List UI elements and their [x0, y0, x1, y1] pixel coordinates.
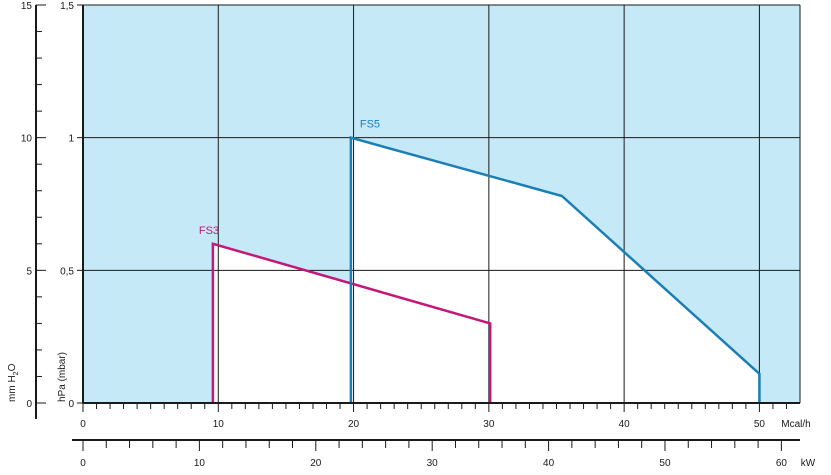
tick-labels: 0 5 10 15 0 0,5 1 1,5 0 10 20 30 40 50 0 10 20 30 40 50 60 [21, 1, 788, 469]
x-axis-title-mcal: Mcal/h [781, 419, 810, 430]
x-axis-title-kw: kW [801, 458, 816, 469]
y-axis-title-mmh2o: mm H2O [7, 363, 20, 402]
kw-tick-label-40: 40 [543, 458, 555, 469]
mcal-tick-label-20: 20 [348, 419, 360, 430]
axes [35, 4, 801, 451]
mcal-tick-label-40: 40 [619, 419, 631, 430]
axis-titles: Mcal/h kW hPa (mbar) mm H2O [7, 352, 816, 469]
series-lines [211, 136, 761, 403]
series-labels: FS3 FS5 [199, 119, 380, 237]
series-label-fs5: FS5 [360, 119, 380, 131]
mmh2o-tick-label-0: 0 [26, 399, 32, 410]
mcal-tick-label-30: 30 [483, 419, 495, 430]
kw-tick-label-0: 0 [80, 458, 86, 469]
hpa-tick-label-0.5: 0,5 [60, 266, 74, 277]
kw-tick-label-30: 30 [427, 458, 439, 469]
hpa-tick-label-1.5: 1,5 [60, 1, 74, 12]
kw-tick-label-60: 60 [776, 458, 788, 469]
mmh2o-tick-label-10: 10 [21, 134, 33, 145]
hpa-tick-label-1: 1 [68, 134, 74, 145]
y-axis-title-hpa: hPa (mbar) [57, 352, 68, 402]
mmh2o-title-part-mm-h: mm H [7, 375, 18, 402]
hpa-tick-label-0: 0 [68, 399, 74, 410]
series-line-fs5 [349, 136, 761, 403]
kw-tick-label-20: 20 [310, 458, 322, 469]
mcal-tick-label-10: 10 [213, 419, 225, 430]
series-label-fs3: FS3 [199, 225, 219, 237]
mmh2o-tick-label-5: 5 [26, 266, 32, 277]
mmh2o-title-subscript: 2 [13, 371, 20, 375]
mmh2o-title-part-o: O [7, 363, 18, 371]
kw-tick-label-50: 50 [659, 458, 671, 469]
mcal-tick-label-0: 0 [80, 419, 86, 430]
kw-tick-label-10: 10 [194, 458, 206, 469]
mmh2o-tick-label-15: 15 [21, 1, 33, 12]
mcal-tick-label-50: 50 [754, 419, 766, 430]
